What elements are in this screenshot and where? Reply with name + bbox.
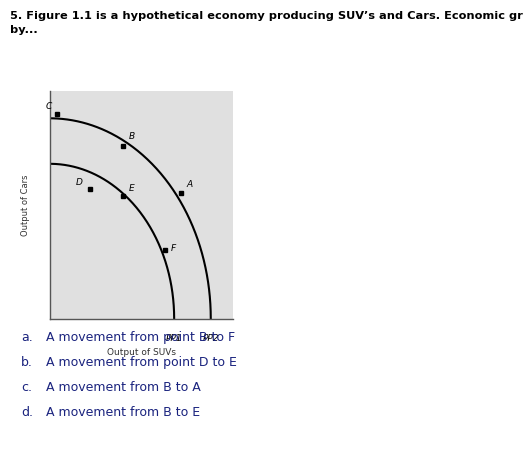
- Text: D: D: [75, 177, 82, 187]
- Text: A movement from B to A: A movement from B to A: [46, 380, 201, 394]
- Text: PP1: PP1: [166, 334, 183, 344]
- Text: 5. Figure 1.1 is a hypothetical economy producing SUV’s and Cars. Economic growt: 5. Figure 1.1 is a hypothetical economy …: [10, 11, 523, 21]
- Text: PP2: PP2: [202, 334, 219, 344]
- Text: by...: by...: [10, 25, 38, 35]
- Text: c.: c.: [21, 380, 32, 394]
- Text: A movement from B to E: A movement from B to E: [46, 405, 200, 419]
- Text: B: B: [129, 132, 134, 141]
- Text: a.: a.: [21, 330, 32, 344]
- Text: A movement from point B to F: A movement from point B to F: [46, 330, 235, 344]
- Text: d.: d.: [21, 405, 33, 419]
- Text: Output of SUVs: Output of SUVs: [107, 348, 176, 357]
- Text: E: E: [129, 184, 134, 193]
- Text: Output of Cars: Output of Cars: [21, 174, 30, 236]
- Text: F: F: [170, 243, 176, 253]
- Text: A movement from point D to E: A movement from point D to E: [46, 355, 237, 369]
- Text: b.: b.: [21, 355, 33, 369]
- Text: A: A: [187, 180, 193, 189]
- Text: C: C: [46, 102, 52, 111]
